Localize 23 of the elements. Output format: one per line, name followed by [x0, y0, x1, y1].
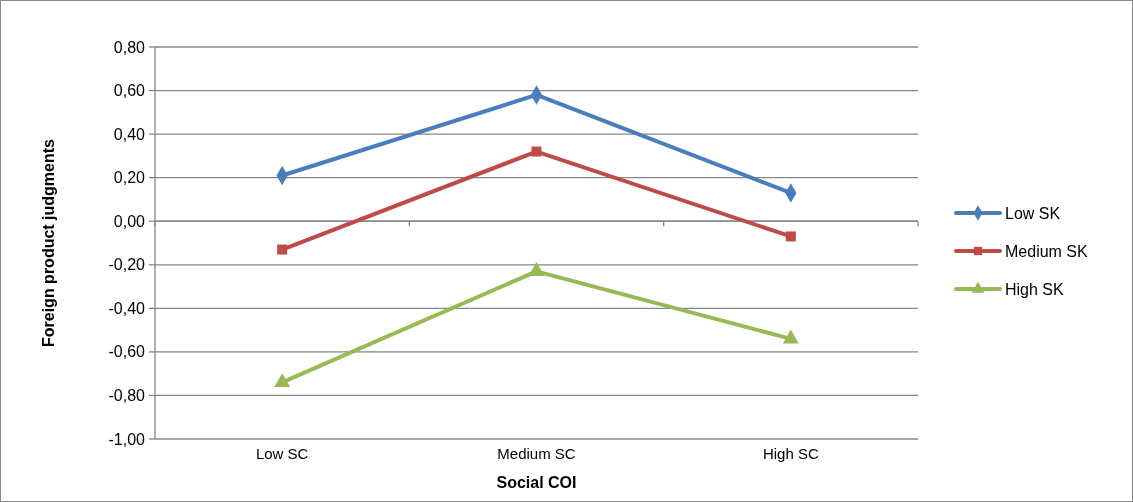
x-tick-label: High SC — [762, 445, 819, 462]
point — [782, 329, 799, 344]
y-tick-label: -0,40 — [108, 299, 146, 317]
y-tick-label: 0,40 — [113, 125, 146, 143]
legend-label: Medium SK — [1005, 242, 1089, 260]
point — [277, 244, 288, 255]
y-tick-label: -0,80 — [108, 387, 146, 405]
y-tick-label: -1,00 — [108, 430, 146, 448]
y-tick-label: 0,00 — [113, 212, 146, 230]
legend-label: High SK — [1005, 280, 1065, 298]
y-tick-label: 0,60 — [113, 82, 146, 100]
x-tick-label: Medium SC — [497, 445, 576, 462]
y-tick-label: -0,20 — [108, 256, 146, 274]
point — [531, 146, 542, 157]
x-tick-label: Low SC — [255, 445, 309, 462]
y-tick-label: 0,80 — [113, 38, 146, 56]
y-tick-label: 0,20 — [113, 169, 146, 187]
x-axis-title: Social COI — [496, 474, 577, 491]
legend-label: Low SK — [1005, 204, 1061, 222]
y-tick-label: -0,60 — [108, 343, 146, 361]
point — [274, 373, 291, 387]
point — [785, 231, 796, 242]
y-axis-title: Foreign product judgments — [40, 138, 57, 347]
